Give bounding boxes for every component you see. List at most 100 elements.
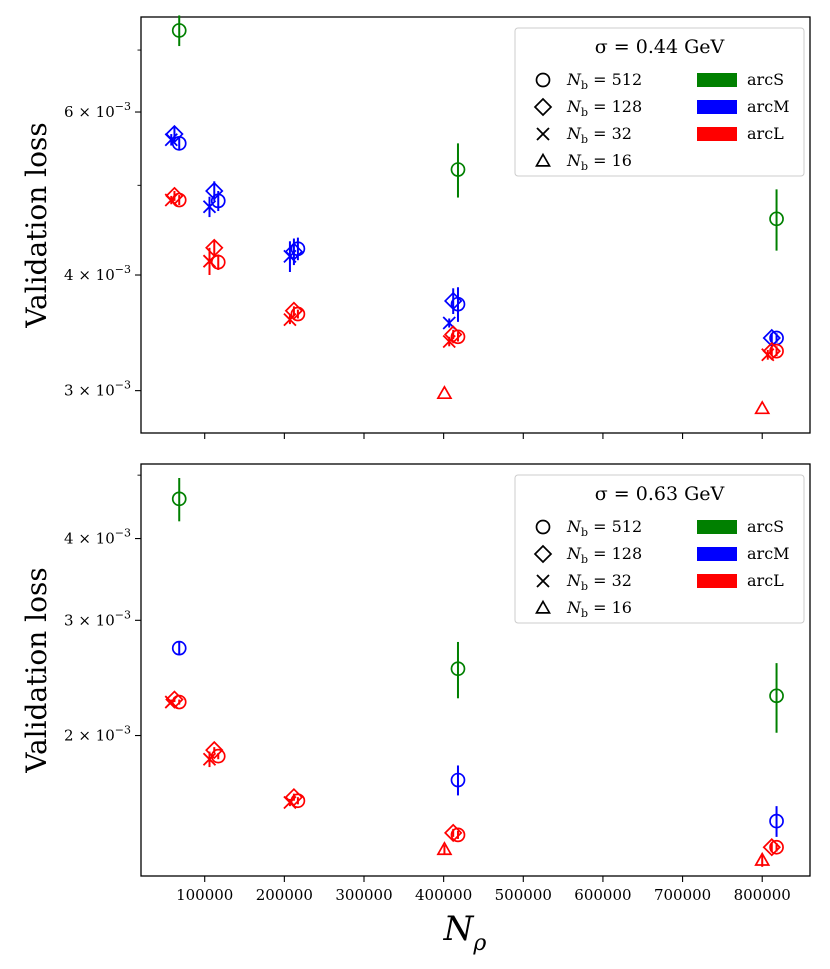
legend-n: N [566,598,582,617]
legend-value: = 16 [588,598,632,617]
y-tick-label: 6 × 10−3 [64,100,131,121]
marker-diamond [443,325,463,344]
marker-x [164,133,178,147]
legend-n: N [566,571,582,590]
data-point [171,15,187,47]
marker-circle [171,491,187,507]
legend-value: = 128 [588,97,642,116]
data-point [769,189,784,251]
data-point [283,312,297,327]
legend-marker-triangle [535,599,551,614]
data-points [164,15,784,415]
legend-sub: b [581,160,588,173]
marker-x [202,254,217,268]
x-tick-label: 500000 [495,886,552,904]
marker-circle [171,23,187,38]
legend-color-label: arcS [747,70,784,89]
y-tick-label: 4 × 10−3 [64,527,131,548]
legend-value: = 32 [588,124,632,143]
data-point [436,841,453,856]
marker-diamond [443,823,463,843]
data-point [769,806,784,837]
x-tick-label: 400000 [415,886,472,904]
marker-diamond [284,787,304,807]
data-point [171,478,187,522]
y-axis-label: Validation loss [20,122,53,328]
legend-n: N [566,151,582,170]
y-tick-mantissa: 3 [64,611,74,629]
data-point [284,301,304,320]
data-point [283,795,297,810]
marker-diamond [284,301,304,320]
marker-diamond [165,690,184,709]
legend-n: N [566,544,582,563]
marker-circle [450,827,466,843]
data-point [164,695,178,709]
marker-circle [769,813,784,829]
legend-marker-x [536,574,550,588]
legend-swatch-arcM [697,100,737,114]
data-point [202,751,217,768]
data-point [769,663,784,733]
y-tick-exponent: −3 [115,608,131,621]
marker-diamond [443,291,463,311]
y-tick-times: × 10 [74,530,115,548]
y-tick-times: × 10 [74,611,115,629]
legend-color-label: arcS [747,517,784,536]
marker-x [164,695,178,709]
marker-triangle [436,841,453,856]
legend-n: N [566,124,582,143]
y-tick-mantissa: 4 [64,266,74,284]
data-point [164,193,178,207]
data-point [210,254,226,271]
y-tick-times: × 10 [74,382,115,400]
data-point [205,181,224,201]
legend-marker-circle [535,519,551,535]
legend-sub: b [581,580,588,593]
y-tick-exponent: −3 [115,263,131,276]
y-tick-mantissa: 2 [64,727,74,745]
marker-x [283,312,297,327]
data-point [450,765,466,796]
y-tick-label: 4 × 10−3 [64,263,131,284]
legend-title: σ = 0.44 GeV [595,36,725,58]
data-point [202,196,217,218]
x-axis-label-main: N [443,909,475,949]
legend-marker-triangle [535,152,551,167]
marker-diamond [762,838,781,857]
legend-swatch-arcS [697,73,737,87]
data-point [164,133,178,147]
legend-sub: b [581,106,588,119]
legend-color-label: arcL [747,124,784,143]
y-tick-times: × 10 [74,727,115,745]
legend-swatch-arcL [697,574,737,588]
marker-x [442,334,456,349]
y-tick-times: × 10 [74,103,115,121]
data-point [761,348,775,362]
y-tick-mantissa: 4 [64,530,74,548]
legend-sub: b [581,607,588,620]
y-tick-label: 3 × 10−3 [64,608,131,629]
legend-sub: b [581,526,588,539]
marker-triangle [436,385,453,400]
marker-x [283,795,297,810]
marker-x [761,348,775,362]
legend-swatch-arcL [697,127,737,141]
y-axis-label: Validation loss [20,567,53,773]
data-point [171,640,187,656]
legend-n: N [566,97,582,116]
data-point [205,740,224,760]
legend-value: = 16 [588,151,632,170]
legend-marker-circle [535,72,551,88]
y-tick-exponent: −3 [115,724,131,737]
legend-color-label: arcM [747,544,790,563]
data-point [284,787,304,807]
marker-diamond [205,181,224,201]
marker-circle [450,661,466,677]
y-tick-label: 2 × 10−3 [64,724,131,745]
data-point [450,641,466,699]
legend-swatch-arcM [697,547,737,561]
